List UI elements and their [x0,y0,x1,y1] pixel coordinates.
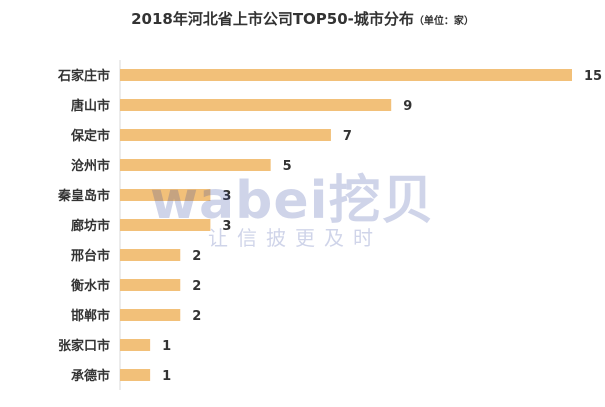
data-label: 1 [162,369,171,384]
data-label: 7 [343,129,352,144]
data-label: 3 [222,189,231,204]
watermark-logo: wabei挖贝 [150,171,435,231]
data-label: 5 [283,159,292,174]
bar [120,249,181,261]
category-label: 承德市 [71,368,110,384]
watermark-slogan: 让信披更及时 [208,226,382,250]
category-label: 张家口市 [58,338,110,354]
category-label: 邢台市 [71,248,110,264]
category-label: 石家庄市 [57,68,110,84]
category-label: 沧州市 [71,158,110,174]
category-label: 邯郸市 [71,308,110,324]
data-label: 9 [403,99,412,114]
category-label: 保定市 [70,128,110,144]
chart-title: 2018年河北省上市公司TOP50-城市分布 [131,10,414,28]
data-label: 3 [222,219,231,234]
bar [120,339,151,351]
bar [120,369,151,381]
bar [120,129,331,141]
data-label: 2 [192,279,201,294]
bar [120,219,211,231]
category-label: 秦皇岛市 [57,188,110,204]
chart-unit-label: （单位：家） [413,16,474,27]
category-label: 廊坊市 [71,218,110,234]
data-label: 1 [162,339,171,354]
data-label: 15 [584,69,602,84]
category-label: 衡水市 [71,278,110,294]
chart-title-block: 2018年河北省上市公司TOP50-城市分布（单位：家） [0,8,605,29]
bar [120,99,392,111]
bar [120,279,181,291]
bar [120,189,211,201]
bar [120,69,572,81]
category-label: 唐山市 [71,98,110,114]
data-label: 2 [192,309,201,324]
bar [120,309,181,321]
data-label: 2 [192,249,201,264]
bar [120,159,271,171]
